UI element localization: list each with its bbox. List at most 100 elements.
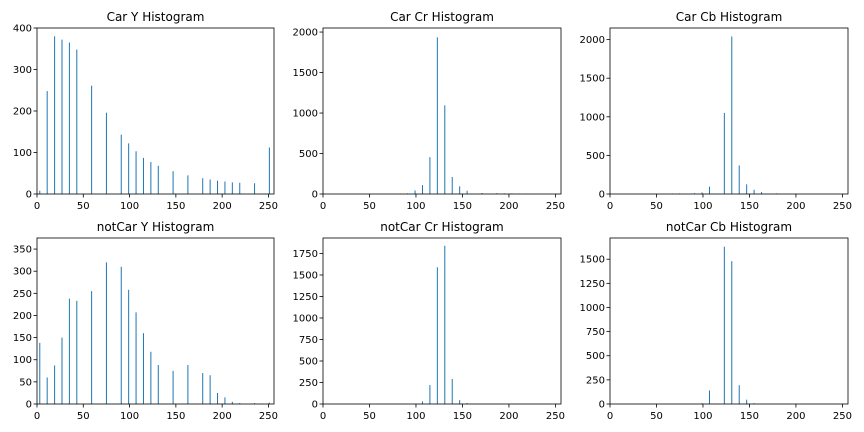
y-tick-label: 250 xyxy=(299,378,318,389)
x-tick-label: 250 xyxy=(833,201,852,212)
histogram-bar xyxy=(731,36,733,194)
y-tick-label: 750 xyxy=(299,335,318,346)
histogram-bar xyxy=(91,85,93,194)
histogram-bar xyxy=(436,267,438,404)
histogram-bar xyxy=(187,175,189,194)
x-tick-label: 150 xyxy=(166,411,185,422)
histogram-bar xyxy=(254,403,256,404)
histogram-panel-1: 0 50 100 150 200 250 0 100 200 300 400 Car Y Histog… xyxy=(13,10,278,212)
histogram-panel-5: 0 50 100 150 200 250 0 250 500 750 1000 1250 1500 175… xyxy=(293,220,565,422)
y-tick-label: 1000 xyxy=(580,303,605,314)
histogram-bar xyxy=(708,186,710,194)
y-tick-label: 150 xyxy=(13,333,32,344)
histogram-bar xyxy=(231,182,233,194)
histogram-panel-6: 0 50 100 150 200 250 0 250 500 750 1000 1250 1500 not… xyxy=(580,220,852,422)
y-tick-label: 1250 xyxy=(580,279,605,290)
x-tick-label: 50 xyxy=(363,411,376,422)
axes-frame xyxy=(322,237,562,405)
histogram-bar xyxy=(105,262,107,404)
histogram-bar xyxy=(254,183,256,194)
histogram-bar xyxy=(268,402,270,404)
chart-title: Car Cr Histogram xyxy=(390,10,494,24)
histogram-bar xyxy=(61,337,63,404)
histogram-bar xyxy=(429,385,431,404)
histogram-bar xyxy=(135,151,137,194)
y-tick-label: 0 xyxy=(599,190,605,201)
y-tick-label: 100 xyxy=(13,148,32,159)
y-tick-label: 1000 xyxy=(293,313,318,324)
x-tick-label: 150 xyxy=(740,411,759,422)
histogram-bar xyxy=(451,177,453,194)
histogram-bar xyxy=(142,157,144,194)
histogram-bar xyxy=(68,42,70,194)
y-tick-label: 500 xyxy=(299,149,318,160)
y-tick-label: 100 xyxy=(13,355,32,366)
y-tick-label: 0 xyxy=(26,400,32,411)
x-tick-label: 100 xyxy=(693,201,712,212)
x-tick-label: 250 xyxy=(546,201,565,212)
x-tick-label: 200 xyxy=(213,201,232,212)
x-tick-label: 50 xyxy=(77,411,90,422)
histogram-bar xyxy=(738,385,740,404)
y-tick-label: 200 xyxy=(13,107,32,118)
y-tick-label: 2000 xyxy=(580,35,605,46)
axes-frame xyxy=(36,27,275,195)
histogram-bar xyxy=(224,181,226,194)
x-tick-label: 100 xyxy=(406,411,425,422)
histogram-bar xyxy=(46,377,48,404)
x-tick-label: 100 xyxy=(406,201,425,212)
y-tick-label: 1000 xyxy=(293,109,318,120)
histogram-bar xyxy=(421,401,423,404)
histogram-bar xyxy=(172,171,174,194)
histogram-bar xyxy=(46,91,48,194)
y-tick-label: 0 xyxy=(312,400,318,411)
x-tick-label: 0 xyxy=(34,201,40,212)
histogram-bar xyxy=(76,49,78,194)
x-tick-label: 200 xyxy=(213,411,232,422)
x-tick-label: 150 xyxy=(740,201,759,212)
chart-title: notCar Cr Histogram xyxy=(380,220,504,234)
x-tick-label: 100 xyxy=(120,411,139,422)
histogram-bar xyxy=(142,333,144,404)
histogram-bar xyxy=(224,397,226,404)
histogram-panel-2: 0 50 100 150 200 250 0 500 1000 1500 2000 Car Cr Hi… xyxy=(293,10,565,212)
y-tick-label: 0 xyxy=(26,190,32,201)
x-tick-label: 150 xyxy=(166,201,185,212)
y-tick-label: 1500 xyxy=(580,255,605,266)
x-tick-label: 50 xyxy=(650,201,663,212)
y-tick-label: 2000 xyxy=(293,28,318,39)
histogram-bar xyxy=(120,134,122,194)
histogram-bar xyxy=(105,112,107,194)
y-tick-label: 0 xyxy=(599,400,605,411)
histogram-bar xyxy=(444,105,446,194)
histogram-bar xyxy=(738,165,740,194)
histogram-bar xyxy=(761,192,763,194)
histogram-bar xyxy=(753,189,755,194)
y-tick-label: 750 xyxy=(586,327,605,338)
histogram-bar xyxy=(217,392,219,404)
histogram-bar xyxy=(466,403,468,404)
histogram-bar xyxy=(239,182,241,194)
y-tick-label: 300 xyxy=(13,267,32,278)
x-tick-label: 0 xyxy=(607,411,613,422)
histogram-bar xyxy=(202,373,204,404)
histogram-bar xyxy=(209,179,211,194)
histogram-bar xyxy=(157,165,159,194)
histogram-bar xyxy=(172,370,174,404)
histogram-bar xyxy=(723,112,725,194)
x-tick-label: 0 xyxy=(320,411,326,422)
histogram-bar xyxy=(268,147,270,194)
histogram-bar xyxy=(231,401,233,404)
x-tick-label: 100 xyxy=(693,411,712,422)
histogram-bar xyxy=(187,365,189,404)
y-tick-label: 400 xyxy=(13,24,32,35)
x-tick-label: 0 xyxy=(320,201,326,212)
histogram-bar xyxy=(54,36,56,194)
histogram-bar xyxy=(150,162,152,194)
x-tick-label: 50 xyxy=(650,411,663,422)
histogram-bar xyxy=(239,403,241,404)
x-tick-label: 50 xyxy=(363,201,376,212)
histogram-bar xyxy=(157,365,159,404)
y-tick-label: 500 xyxy=(586,351,605,362)
